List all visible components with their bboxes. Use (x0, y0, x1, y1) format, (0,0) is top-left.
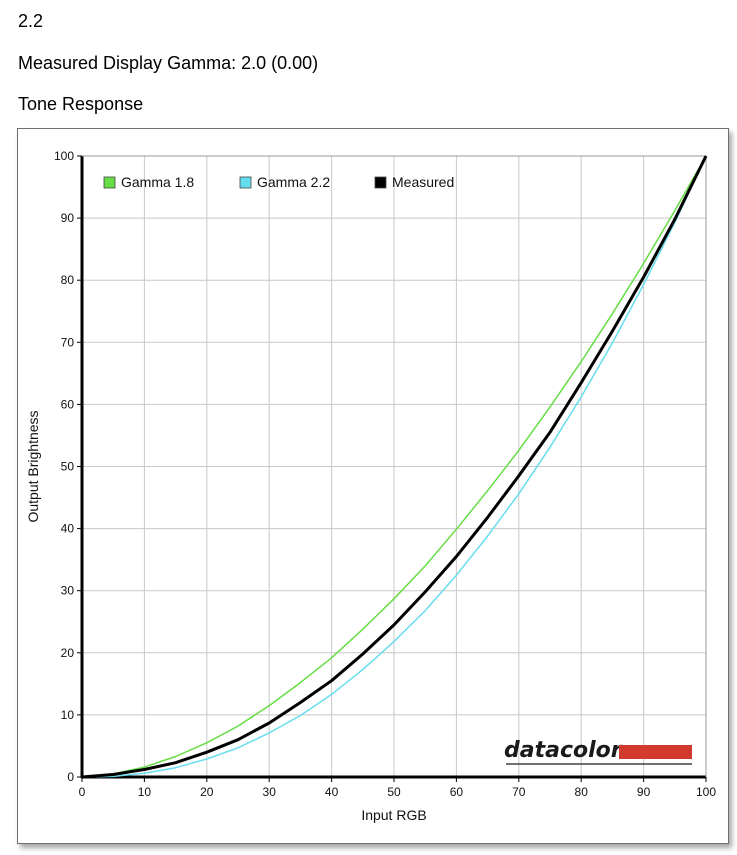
x-tick-label: 10 (138, 785, 152, 799)
y-tick-label: 70 (61, 335, 75, 349)
grid (82, 156, 706, 777)
legend-swatch-gamma-2-2 (239, 176, 252, 189)
x-tick-label: 0 (79, 785, 86, 799)
tone-response-chart: 0 10 20 30 40 50 60 70 80 90 100 0 10 20 30 40 50 60 70 80 9… (25, 149, 716, 823)
legend-swatch-gamma-1-8 (103, 176, 116, 189)
series-line-measured (81, 155, 708, 779)
section-title: Tone Response (18, 94, 144, 114)
x-tick-label: 100 (696, 785, 716, 799)
x-tick-label: 50 (387, 785, 401, 799)
series-line-gamma-2-2 (81, 155, 707, 778)
tick-labels: 0 10 20 30 40 50 60 70 80 90 100 0 10 20 30 40 50 60 70 80 9… (54, 149, 716, 799)
x-tick-label: 40 (325, 785, 339, 799)
legend-swatch-measured (374, 176, 387, 189)
y-tick-label: 60 (61, 397, 75, 411)
series-lines (81, 155, 708, 779)
x-tick-label: 20 (200, 785, 214, 799)
y-tick-label: 100 (54, 149, 74, 163)
brand-wordmark: datacolor (504, 738, 623, 763)
series-line-gamma-1-8 (81, 155, 707, 778)
y-tick-label: 90 (61, 211, 75, 225)
brand-bar (619, 745, 692, 759)
chart-frame: 0 10 20 30 40 50 60 70 80 90 100 0 10 20 30 40 50 60 70 80 9… (17, 128, 729, 844)
gamma-target-label: 2.2 (18, 11, 44, 31)
x-tick-label: 80 (575, 785, 589, 799)
x-tick-label: 30 (263, 785, 277, 799)
y-tick-label: 50 (61, 460, 75, 474)
legend-label-measured: Measured (392, 174, 454, 190)
y-tick-label: 10 (61, 708, 75, 722)
y-axis-title: Output Brightness (25, 410, 41, 522)
y-tick-label: 20 (61, 646, 75, 660)
legend-label-gamma-1-8: Gamma 1.8 (121, 174, 194, 190)
x-tick-label: 70 (512, 785, 526, 799)
x-tick-label: 60 (450, 785, 464, 799)
measured-gamma-text: Measured Display Gamma: 2.0 (0.00) (18, 53, 319, 73)
y-tick-label: 30 (61, 584, 75, 598)
x-tick-label: 90 (637, 785, 651, 799)
y-tick-label: 40 (61, 522, 75, 536)
legend: Gamma 1.8 Gamma 2.2 Measured (103, 174, 454, 190)
x-axis-title: Input RGB (361, 807, 426, 823)
datacolor-logo: datacolor (504, 738, 692, 765)
y-tick-label: 80 (61, 273, 75, 287)
legend-label-gamma-2-2: Gamma 2.2 (257, 174, 330, 190)
y-tick-label: 0 (67, 770, 74, 784)
